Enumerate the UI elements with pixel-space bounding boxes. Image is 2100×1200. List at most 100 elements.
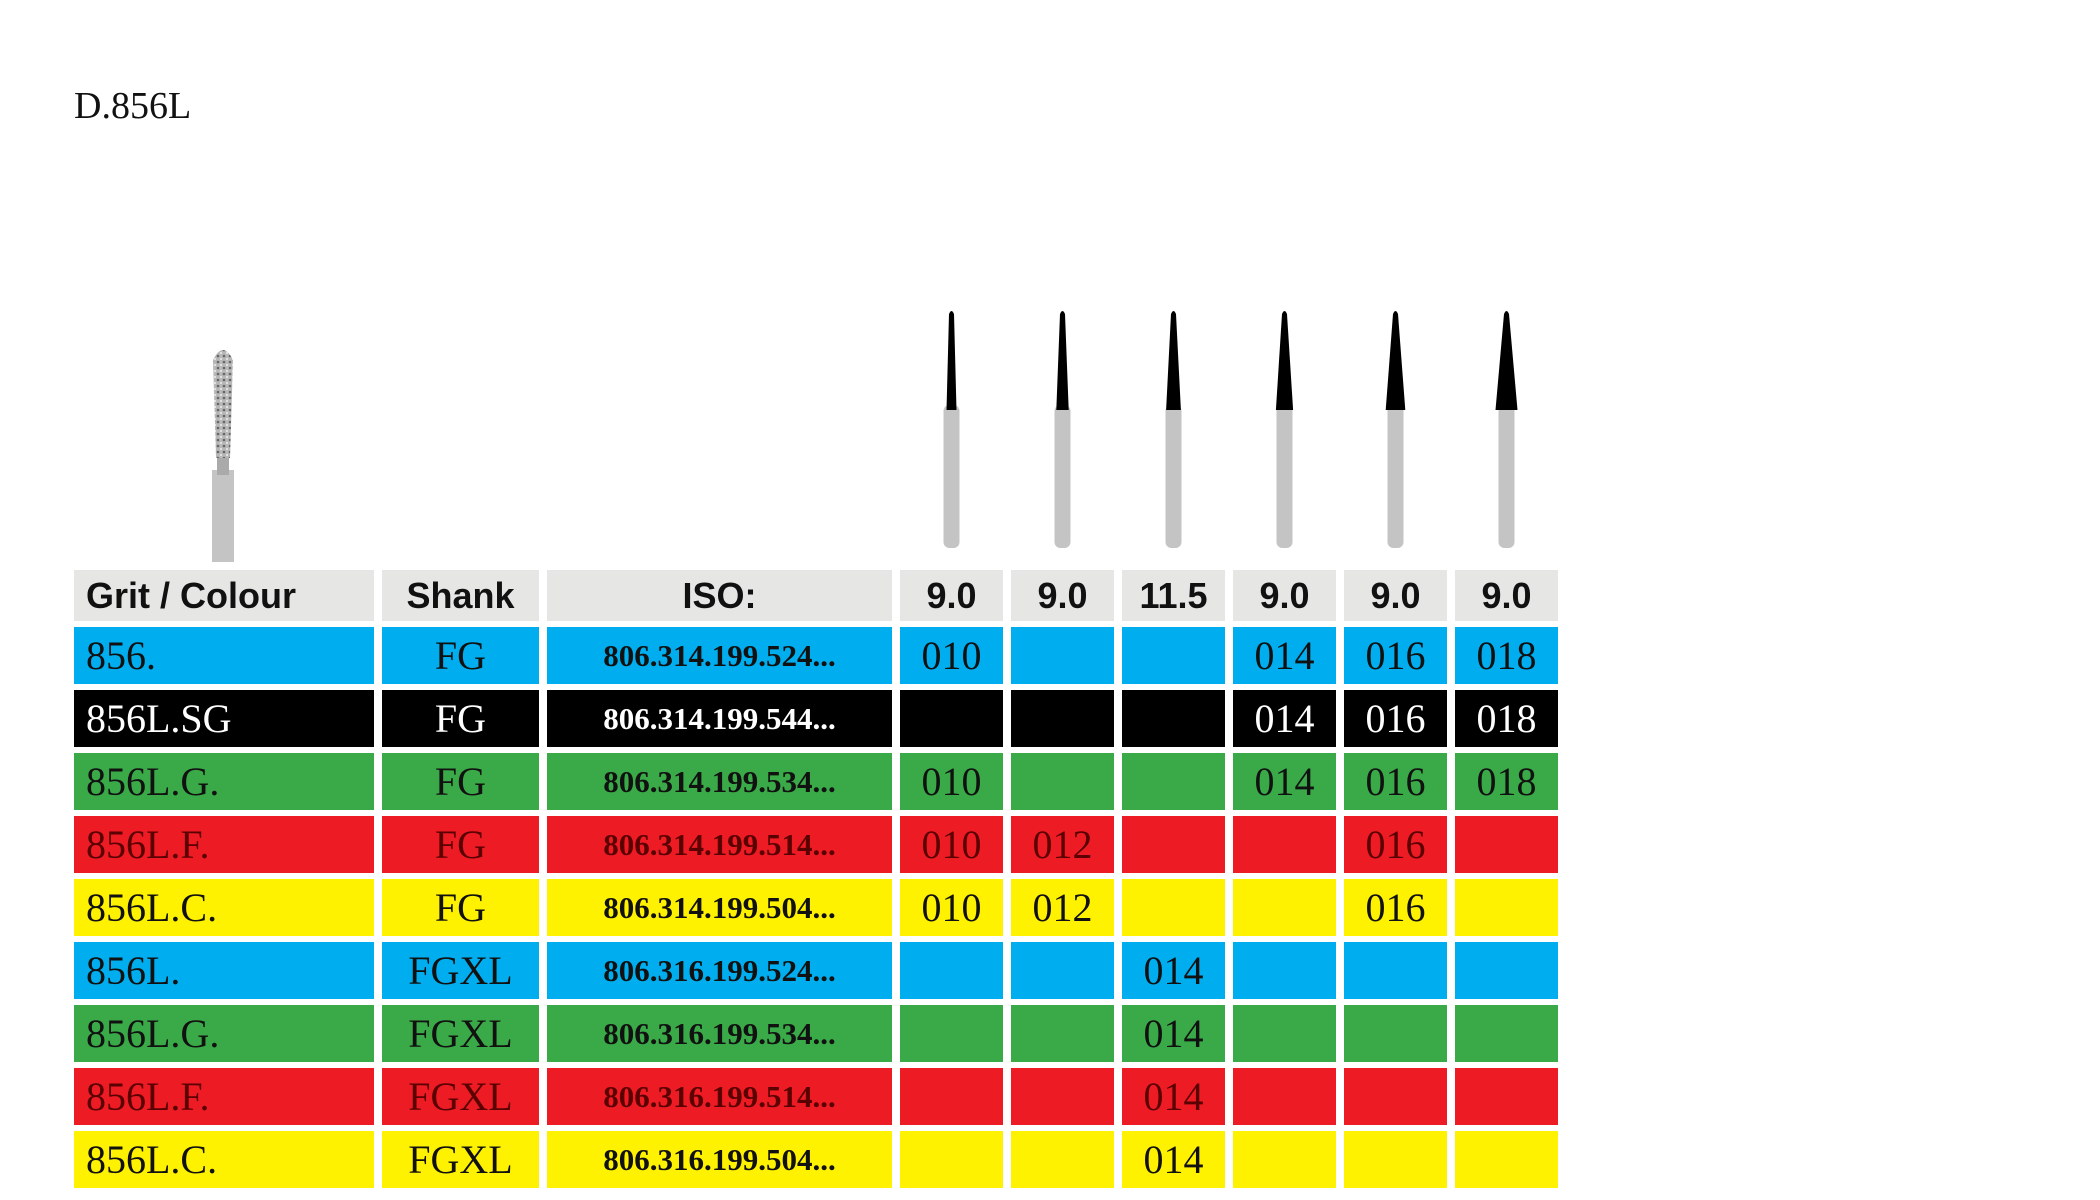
header-cell: 9.0 bbox=[1455, 570, 1558, 621]
bur-tip bbox=[1275, 311, 1294, 410]
table-cell: 012 bbox=[1011, 879, 1114, 936]
table-cell bbox=[1455, 1005, 1558, 1062]
bur-illustrations bbox=[212, 311, 1518, 562]
table-cell: 856L.G. bbox=[74, 753, 374, 810]
table-cell: 012 bbox=[1011, 816, 1114, 873]
table-cell bbox=[1455, 879, 1558, 936]
table-cell: FG bbox=[382, 879, 539, 936]
table-cell: 856L.G. bbox=[74, 1005, 374, 1062]
table-cell bbox=[1011, 1068, 1114, 1125]
table-cell: 014 bbox=[1122, 1005, 1225, 1062]
table-cell bbox=[900, 1131, 1003, 1188]
table-cell bbox=[1455, 1068, 1558, 1125]
table-cell bbox=[1455, 816, 1558, 873]
table-cell: FG bbox=[382, 816, 539, 873]
table-cell bbox=[1011, 1005, 1114, 1062]
table-cell: 806.314.199.514... bbox=[547, 816, 892, 873]
bur-shank bbox=[1387, 405, 1404, 548]
table-cell bbox=[1233, 1068, 1336, 1125]
table-cell bbox=[1122, 627, 1225, 684]
table-cell bbox=[1011, 1131, 1114, 1188]
bur-shank bbox=[943, 405, 960, 548]
title: D.856L bbox=[74, 85, 192, 127]
bur-tip bbox=[1056, 311, 1069, 410]
bur-tip bbox=[1495, 311, 1518, 410]
table-cell: 014 bbox=[1233, 753, 1336, 810]
table-cell: 010 bbox=[900, 627, 1003, 684]
table-cell bbox=[1233, 1005, 1336, 1062]
table-cell: FGXL bbox=[382, 1005, 539, 1062]
table-cell bbox=[1011, 627, 1114, 684]
small-burs bbox=[943, 311, 1518, 548]
table-cell: 016 bbox=[1344, 816, 1447, 873]
table-cell bbox=[1122, 879, 1225, 936]
table-cell bbox=[1011, 690, 1114, 747]
product-table: Grit / Colour Shank ISO: 9.0 9.0 11.5 9.0 9.0 9.… bbox=[74, 570, 1558, 1188]
table-cell bbox=[1344, 1068, 1447, 1125]
table-cell: 806.316.199.514... bbox=[547, 1068, 892, 1125]
table-cell: 806.314.199.504... bbox=[547, 879, 892, 936]
table-cell bbox=[900, 1068, 1003, 1125]
header-cell: 9.0 bbox=[900, 570, 1003, 621]
table-cell: 010 bbox=[900, 816, 1003, 873]
table-cell bbox=[1233, 1131, 1336, 1188]
bur-shank bbox=[1054, 405, 1071, 548]
table-cell: 016 bbox=[1344, 879, 1447, 936]
table-cell: 856L.F. bbox=[74, 816, 374, 873]
table-cell: FG bbox=[382, 627, 539, 684]
table-cell: 856L.F. bbox=[74, 1068, 374, 1125]
table-cell bbox=[1011, 753, 1114, 810]
table-cell bbox=[900, 942, 1003, 999]
header-cell: 11.5 bbox=[1122, 570, 1225, 621]
table-cell bbox=[1233, 879, 1336, 936]
table-cell: FG bbox=[382, 690, 539, 747]
table-cell bbox=[1011, 942, 1114, 999]
table-cell: 010 bbox=[900, 879, 1003, 936]
table-cell: 018 bbox=[1455, 690, 1558, 747]
bur-tip bbox=[1166, 311, 1181, 410]
table-cell: 806.316.199.534... bbox=[547, 1005, 892, 1062]
table-cell bbox=[1122, 690, 1225, 747]
bur-shank bbox=[1165, 405, 1182, 548]
table-cell bbox=[1344, 1131, 1447, 1188]
header-cell: Grit / Colour bbox=[74, 570, 374, 621]
table-cell bbox=[1455, 1131, 1558, 1188]
large-bur bbox=[212, 350, 234, 562]
header-cell: 9.0 bbox=[1344, 570, 1447, 621]
table-cell: 014 bbox=[1233, 690, 1336, 747]
table-cell: 016 bbox=[1344, 753, 1447, 810]
table-cell: FG bbox=[382, 753, 539, 810]
table-cell bbox=[900, 690, 1003, 747]
table-cell: 018 bbox=[1455, 753, 1558, 810]
table-cell: 014 bbox=[1122, 942, 1225, 999]
table-cell: 856L.C. bbox=[74, 879, 374, 936]
table-cell: 014 bbox=[1122, 1068, 1225, 1125]
table-cell bbox=[1233, 816, 1336, 873]
table-cell: 806.314.199.524... bbox=[547, 627, 892, 684]
table-cell bbox=[1122, 753, 1225, 810]
table-cell bbox=[1122, 816, 1225, 873]
table-cell: 014 bbox=[1122, 1131, 1225, 1188]
header-cell: Shank bbox=[382, 570, 539, 621]
table-cell bbox=[1344, 1005, 1447, 1062]
header-cell: 9.0 bbox=[1233, 570, 1336, 621]
table-cell: 016 bbox=[1344, 690, 1447, 747]
table-cell bbox=[1344, 942, 1447, 999]
table-cell: 856L.C. bbox=[74, 1131, 374, 1188]
header-cell: ISO: bbox=[547, 570, 892, 621]
table-cell: 018 bbox=[1455, 627, 1558, 684]
table-cell: 010 bbox=[900, 753, 1003, 810]
table-cell bbox=[900, 1005, 1003, 1062]
bur-shank bbox=[1276, 405, 1293, 548]
table-cell: 806.314.199.534... bbox=[547, 753, 892, 810]
table-cell: FGXL bbox=[382, 1131, 539, 1188]
table-cell: 856L. bbox=[74, 942, 374, 999]
bur-tip bbox=[1385, 311, 1406, 410]
table-cell: 856. bbox=[74, 627, 374, 684]
bur-shank bbox=[1498, 405, 1515, 548]
header-cell: 9.0 bbox=[1011, 570, 1114, 621]
table-cell: 806.316.199.504... bbox=[547, 1131, 892, 1188]
table-cell bbox=[1455, 942, 1558, 999]
table-cell: 856L.SG bbox=[74, 690, 374, 747]
